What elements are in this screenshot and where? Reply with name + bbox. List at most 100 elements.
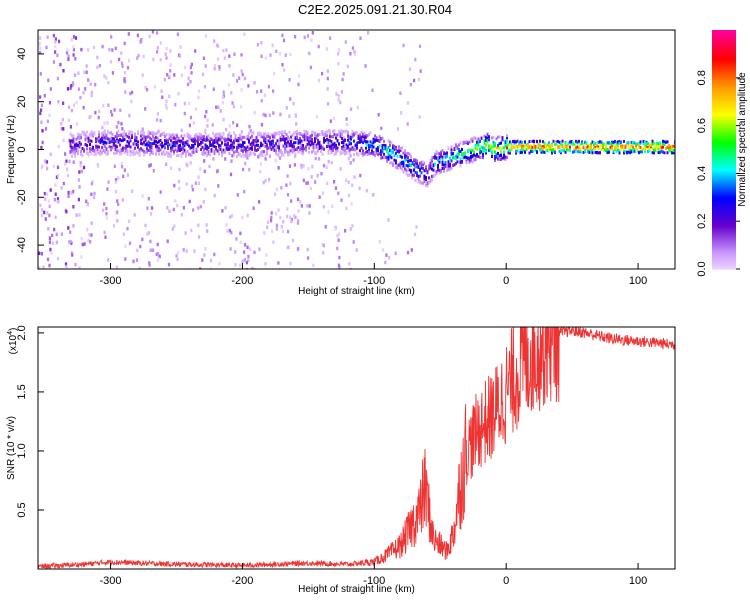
heatmap-cell [128, 130, 131, 134]
heatmap-cell [398, 145, 400, 149]
heatmap-cell [335, 92, 338, 96]
heatmap-cell [500, 158, 502, 161]
heatmap-cell [170, 166, 173, 170]
heatmap-cell [141, 131, 144, 135]
heatmap-cell [74, 36, 78, 40]
heatmap-cell [209, 267, 212, 269]
heatmap-cell [263, 138, 265, 142]
heatmap-cell [359, 173, 362, 178]
heatmap-cell [623, 151, 625, 155]
heatmap-cell [150, 137, 153, 141]
heatmap-cell [72, 151, 75, 155]
heatmap-cell [564, 141, 567, 145]
heatmap-cell [543, 150, 546, 154]
heatmap-cell [253, 110, 256, 115]
heatmap-cell [241, 259, 244, 264]
heatmap-cell [600, 140, 603, 144]
heatmap-cell [366, 150, 369, 153]
heatmap-cell [337, 94, 340, 98]
heatmap-cell [67, 226, 70, 230]
heatmap-cell [137, 53, 140, 58]
heatmap-cell [245, 155, 247, 158]
heatmap-cell [446, 154, 448, 158]
heatmap-cell [489, 148, 492, 152]
heatmap-cell [72, 103, 76, 107]
heatmap-cell [258, 247, 261, 251]
heatmap-cell [347, 146, 349, 150]
heatmap-cell [546, 149, 549, 153]
heatmap-cell [212, 131, 214, 135]
heatmap-cell [305, 181, 308, 185]
heatmap-cell [334, 186, 338, 190]
heatmap-cell [42, 265, 45, 269]
heatmap-cell [660, 144, 663, 148]
heatmap-cell [573, 142, 576, 146]
heatmap-cell [41, 140, 44, 145]
heatmap-cell [346, 64, 349, 69]
heatmap-cell [126, 149, 129, 152]
heatmap-cell [166, 206, 169, 210]
heatmap-cell [232, 104, 235, 109]
heatmap-cell [434, 173, 436, 177]
heatmap-cell [252, 131, 255, 135]
heatmap-cell [72, 224, 75, 228]
heatmap-cell [205, 223, 208, 227]
heatmap-cell [74, 262, 77, 267]
heatmap-cell [266, 225, 269, 229]
heatmap-cell [660, 146, 663, 150]
heatmap-cell [279, 136, 282, 140]
heatmap-cell [91, 180, 94, 184]
heatmap-cell [111, 113, 114, 117]
heatmap-cell [503, 153, 505, 157]
heatmap-cell [293, 131, 295, 135]
heatmap-cell [599, 144, 601, 148]
heatmap-cell [40, 252, 43, 256]
heatmap-cell [594, 150, 597, 154]
heatmap-cell [465, 140, 468, 144]
heatmap-cell [137, 140, 139, 144]
heatmap-cell [157, 129, 160, 134]
heatmap-cell [71, 139, 73, 143]
heatmap-cell [242, 141, 244, 145]
heatmap-cell [350, 136, 352, 140]
heatmap-cell [627, 141, 630, 145]
heatmap-cell [576, 145, 579, 149]
heatmap-cell [336, 133, 339, 137]
heatmap-cell [180, 154, 183, 158]
colorbar-segment [712, 169, 736, 173]
heatmap-cell [203, 147, 205, 151]
heatmap-cell [289, 261, 292, 266]
heatmap-cell [459, 164, 462, 168]
heatmap-cell [567, 141, 570, 145]
heatmap-cell [149, 136, 151, 140]
heatmap-cell [77, 149, 79, 153]
heatmap-cell [67, 174, 70, 178]
heatmap-cell [216, 132, 219, 136]
heatmap-cell [251, 131, 253, 135]
heatmap-cell [194, 140, 196, 144]
heatmap-cell [69, 86, 72, 90]
heatmap-cell [267, 139, 270, 143]
heatmap-cell [377, 113, 380, 117]
heatmap-cell [188, 101, 191, 106]
heatmap-cell [203, 169, 206, 174]
heatmap-cell [278, 131, 280, 134]
heatmap-cell [657, 151, 660, 155]
heatmap-cell [264, 141, 267, 144]
heatmap-cell [479, 148, 481, 152]
heatmap-cell [296, 197, 300, 202]
heatmap-cell [292, 101, 295, 106]
heatmap-cell [199, 167, 202, 171]
heatmap-cell [168, 74, 171, 78]
heatmap-cell [470, 151, 472, 155]
heatmap-cell [257, 143, 259, 147]
heatmap-cell [167, 139, 169, 143]
heatmap-cell [438, 155, 441, 159]
heatmap-cell [617, 144, 619, 148]
heatmap-cell [567, 144, 570, 148]
heatmap-cell [169, 63, 172, 67]
heatmap-cell [149, 163, 152, 167]
heatmap-cell [261, 143, 264, 147]
heatmap-cell [204, 128, 207, 133]
heatmap-cell [184, 231, 187, 235]
